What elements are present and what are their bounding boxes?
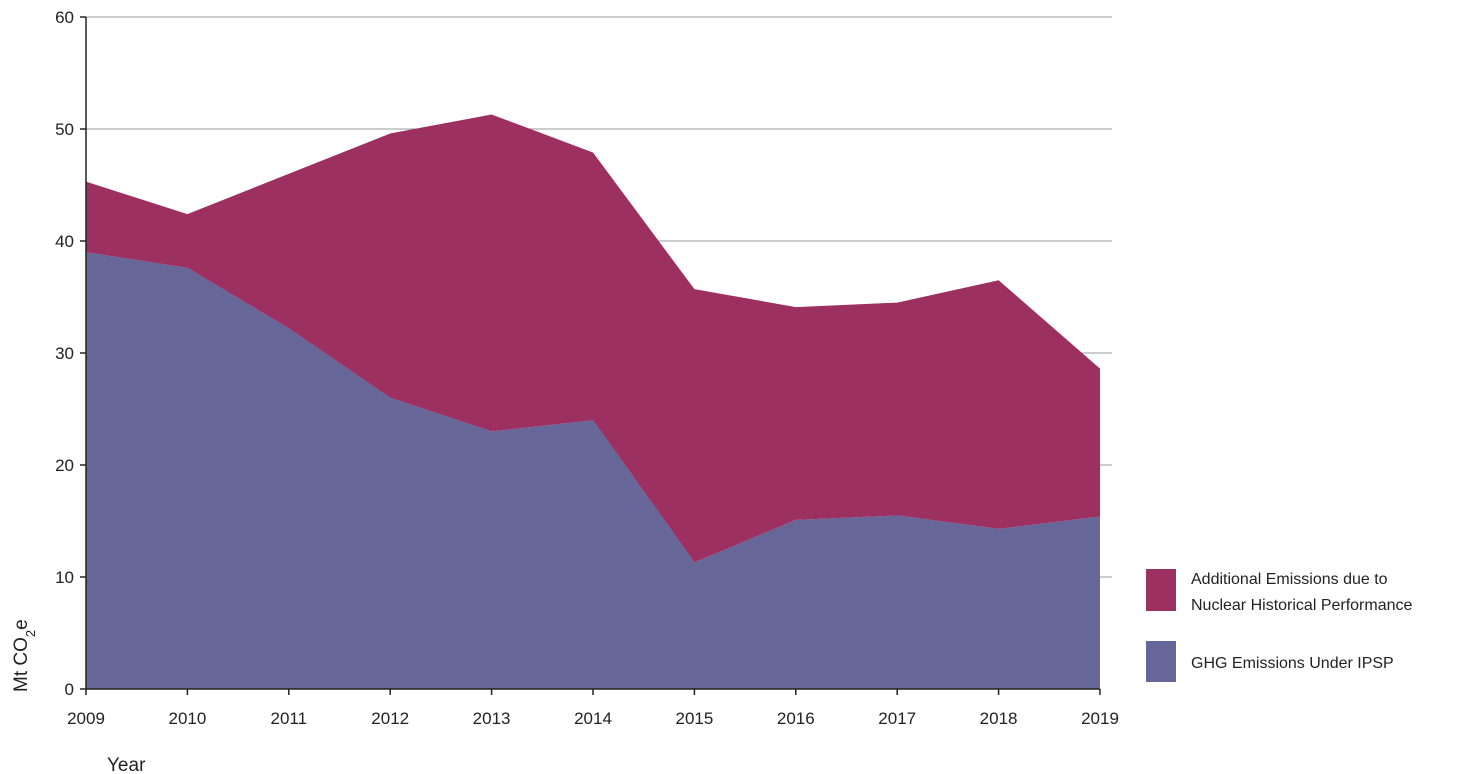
x-tick-label-2010: 2010 (168, 709, 206, 728)
legend: Additional Emissions due to Nuclear Hist… (1146, 569, 1413, 682)
legend-label-additional-line2: Nuclear Historical Performance (1191, 597, 1413, 614)
x-tick-label-2018: 2018 (980, 709, 1018, 728)
x-tick-label-2019: 2019 (1081, 709, 1119, 728)
legend-swatch-additional (1146, 569, 1176, 611)
y-axis-title-main: Mt CO (11, 637, 32, 692)
area-series (86, 114, 1100, 689)
y-tick-labels: 0 10 20 30 40 50 60 (55, 8, 86, 699)
x-tick-label-2017: 2017 (878, 709, 916, 728)
y-tick-label-30: 30 (55, 344, 74, 363)
y-tick-label-50: 50 (55, 120, 74, 139)
x-tick-labels: 2009 2010 2011 2012 2013 2014 2015 2016 2017 2018… (67, 689, 1119, 728)
y-axis-title-tail: e (11, 619, 32, 630)
y-tick-label-20: 20 (55, 456, 74, 475)
x-tick-label-2015: 2015 (675, 709, 713, 728)
x-tick-label-2011: 2011 (271, 709, 308, 728)
area-additional-emissions (86, 114, 1100, 563)
legend-label-ghg: GHG Emissions Under IPSP (1191, 655, 1394, 672)
y-tick-label-10: 10 (55, 568, 74, 587)
x-tick-label-2013: 2013 (473, 709, 511, 728)
x-axis-title: Year (107, 755, 146, 774)
y-tick-label-40: 40 (55, 232, 74, 251)
legend-label-additional: Additional Emissions due to Nuclear Hist… (1191, 571, 1413, 614)
legend-swatch-ghg (1146, 641, 1176, 682)
y-tick-label-60: 60 (55, 8, 74, 27)
y-axis-title: Mt CO2e (11, 619, 38, 692)
y-tick-label-0: 0 (65, 680, 74, 699)
x-tick-label-2012: 2012 (371, 709, 409, 728)
legend-label-additional-line1: Additional Emissions due to (1191, 571, 1388, 588)
x-tick-label-2016: 2016 (777, 709, 815, 728)
area-ghg-emissions (86, 252, 1100, 689)
y-axis-title-subscript: 2 (23, 630, 38, 637)
x-tick-label-2014: 2014 (574, 709, 612, 728)
x-tick-label-2009: 2009 (67, 709, 105, 728)
